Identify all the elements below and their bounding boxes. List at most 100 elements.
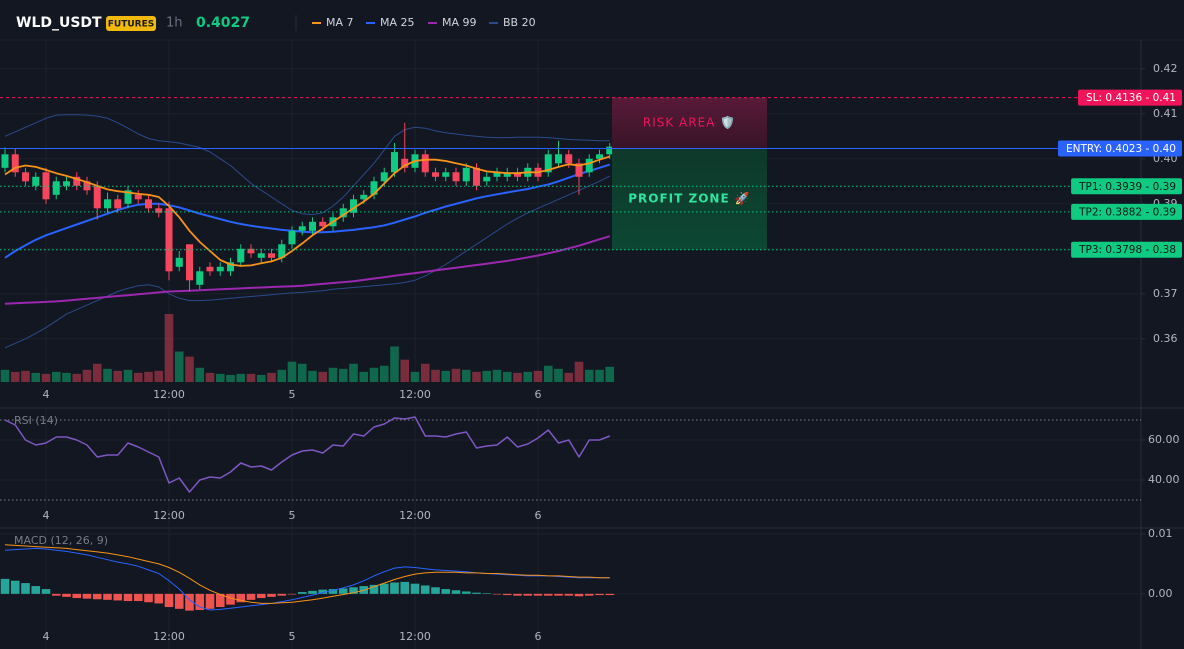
histogram-bar: [533, 593, 543, 596]
histogram-bar: [410, 583, 420, 594]
volume-bar: [338, 368, 348, 382]
histogram-bar: [174, 593, 184, 609]
volume-bar: [256, 374, 266, 382]
histogram-bar: [574, 593, 584, 597]
volume-bar: [144, 371, 153, 382]
volume-bar: [472, 371, 481, 382]
y-tick-label: 0.36: [1153, 332, 1178, 345]
candle-body: [73, 176, 81, 186]
histogram-bar: [441, 589, 451, 594]
histogram-bar: [41, 589, 51, 594]
candle-body: [155, 208, 163, 213]
line: [4, 114, 610, 216]
candle-body: [380, 172, 388, 182]
volume-bar: [277, 369, 287, 382]
candle-body: [493, 172, 501, 177]
volume-bar: [267, 372, 276, 382]
candle-body: [421, 154, 429, 173]
candle-body: [339, 208, 347, 218]
candle-body: [278, 244, 286, 258]
candle-body: [370, 181, 378, 195]
candle-body: [22, 172, 29, 182]
histogram-bar: [113, 593, 123, 601]
legend-label: MA 25: [380, 16, 415, 29]
volume-bar: [502, 371, 512, 382]
histogram-bar: [256, 593, 266, 599]
candle-body: [319, 221, 327, 227]
candle-body: [555, 154, 562, 164]
volume-bar: [349, 363, 358, 382]
y-tick-label: 40.00: [1148, 473, 1180, 486]
histogram-bar: [31, 586, 41, 594]
x-tick-label: 6: [535, 388, 542, 401]
candle-body: [268, 253, 275, 258]
line: [4, 547, 610, 611]
volume-bar: [51, 371, 61, 382]
candle-body: [1, 154, 9, 168]
histogram-bar: [318, 589, 328, 594]
candle-body: [298, 226, 306, 231]
histogram-bar: [51, 593, 61, 596]
candle-body: [473, 167, 480, 186]
x-tick-label: 4: [43, 630, 50, 643]
histogram-bar: [195, 593, 205, 611]
volume-bar: [0, 369, 10, 382]
candle-body: [288, 230, 296, 245]
candle-body: [186, 244, 193, 281]
candle-body: [565, 154, 573, 164]
volume-bar: [369, 367, 379, 382]
x-tick-label: 12:00: [399, 630, 431, 643]
legend-label: MA 7: [326, 16, 354, 29]
candle-body: [442, 172, 450, 177]
histogram-bar: [461, 591, 471, 594]
histogram-bar: [492, 593, 502, 595]
volume-bar: [400, 359, 410, 382]
histogram-bar: [287, 593, 297, 595]
candle-body: [52, 181, 60, 195]
volume-bar: [431, 369, 440, 382]
volume-bar: [554, 368, 563, 382]
candle-body: [401, 158, 409, 168]
volume-bar: [185, 356, 194, 382]
candle-body: [503, 172, 511, 177]
histogram-bar: [420, 585, 430, 594]
volume-bar: [195, 367, 205, 382]
volume-bar: [72, 373, 82, 382]
histogram-bar: [62, 593, 71, 597]
candle-body: [134, 194, 142, 200]
y-tick-label: 60.00: [1148, 433, 1180, 446]
volume-bar: [359, 371, 369, 382]
candle-body: [206, 266, 214, 272]
badge-text: FUTURES: [108, 20, 154, 30]
level-label-box: [1057, 140, 1182, 157]
histogram-bar: [451, 590, 461, 594]
volume-bar: [482, 370, 492, 382]
candle-body: [432, 172, 439, 177]
volume-bar: [297, 363, 307, 382]
volume-bar: [564, 372, 574, 382]
legend-label: BB 20: [503, 16, 536, 29]
histogram-bar: [564, 593, 574, 596]
histogram-bar: [92, 593, 102, 600]
candle-body: [93, 185, 101, 209]
volume-bar: [226, 374, 235, 382]
candle-body: [42, 172, 50, 200]
histogram-bar: [144, 593, 153, 603]
histogram-bar: [308, 590, 317, 594]
histogram-bar: [390, 582, 399, 594]
histogram-bar: [205, 593, 215, 609]
volume-bar: [92, 363, 102, 382]
volume-bar: [379, 365, 389, 382]
histogram-bar: [123, 593, 133, 602]
y-tick-label: 0.37: [1153, 287, 1178, 300]
legend-label: MA 99: [442, 16, 477, 29]
candle-body: [360, 194, 368, 200]
level-label: TP3: 0.3798 - 0.38: [1078, 244, 1176, 256]
y-tick-label: 0.42: [1153, 62, 1178, 75]
histogram-bar: [0, 578, 10, 594]
histogram-bar: [605, 593, 615, 596]
x-tick-label: 5: [289, 509, 296, 522]
line: [4, 416, 611, 493]
candle-body: [575, 163, 583, 177]
interval: 1h: [166, 16, 183, 31]
